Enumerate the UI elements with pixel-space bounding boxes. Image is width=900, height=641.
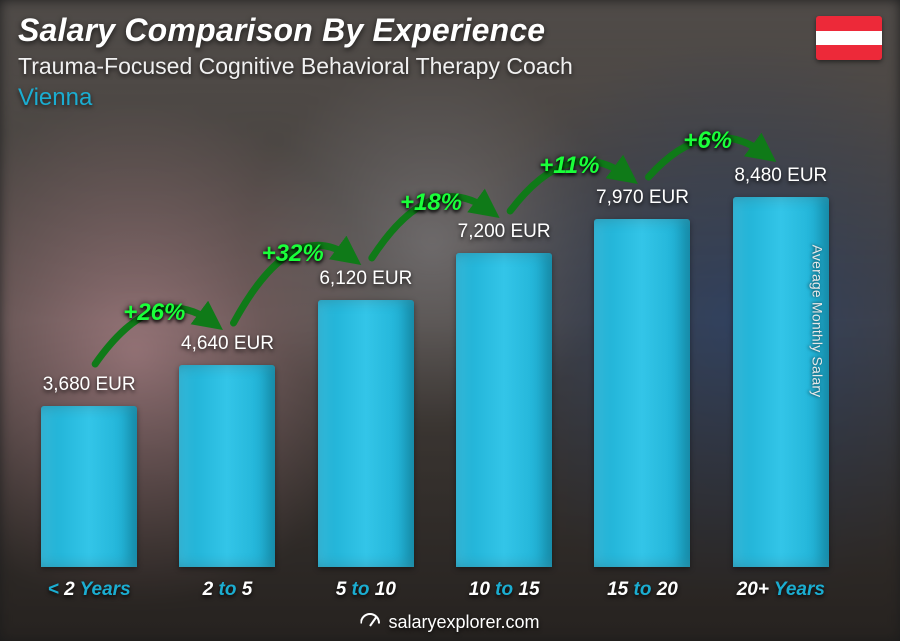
bar-column: 7,200 EUR [435, 221, 573, 567]
chart-container: Salary Comparison By Experience Trauma-F… [0, 0, 900, 641]
x-axis-label: 10 to 15 [435, 579, 573, 601]
bar [41, 406, 137, 567]
bar-value-label: 6,120 EUR [319, 268, 412, 290]
bar-column: 7,970 EUR [573, 187, 711, 567]
page-subtitle: Trauma-Focused Cognitive Behavioral Ther… [18, 53, 810, 80]
bar [318, 300, 414, 567]
salaryexplorer-logo-icon [360, 613, 380, 633]
x-axis-label: 15 to 20 [573, 579, 711, 601]
bar-value-label: 4,640 EUR [181, 333, 274, 355]
bar-value-label: 8,480 EUR [734, 165, 827, 187]
bar-column: 3,680 EUR [20, 374, 158, 567]
bar-value-label: 7,200 EUR [458, 221, 551, 243]
flag-stripe [816, 31, 882, 46]
bar-column: 6,120 EUR [297, 268, 435, 567]
x-axis-label: 5 to 10 [297, 579, 435, 601]
location-label: Vienna [18, 84, 810, 112]
y-axis-title: Average Monthly Salary [810, 244, 826, 397]
x-axis-label: < 2 Years [20, 579, 158, 601]
pct-increase-label: +18% [400, 189, 462, 217]
austria-flag-icon [816, 16, 882, 60]
pct-increase-label: +11% [539, 152, 599, 180]
x-axis-label: 2 to 5 [158, 579, 296, 601]
bar-column: 4,640 EUR [158, 333, 296, 567]
bar [594, 219, 690, 567]
bar-value-label: 7,970 EUR [596, 187, 689, 209]
header: Salary Comparison By Experience Trauma-F… [18, 12, 810, 112]
bar [456, 253, 552, 567]
page-title: Salary Comparison By Experience [18, 12, 810, 49]
flag-stripe [816, 16, 882, 31]
pct-increase-label: +26% [123, 299, 185, 327]
x-axis-label: 20+ Years [712, 579, 850, 601]
pct-increase-label: +6% [683, 127, 732, 155]
flag-stripe [816, 45, 882, 60]
bar-column: 8,480 EUR [712, 165, 850, 567]
footer: salaryexplorer.com [0, 612, 900, 633]
footer-text: salaryexplorer.com [388, 612, 539, 633]
bar-value-label: 3,680 EUR [43, 374, 136, 396]
x-axis-labels: < 2 Years2 to 55 to 1010 to 1515 to 2020… [20, 579, 850, 601]
bar [179, 365, 275, 567]
pct-increase-label: +32% [262, 240, 324, 268]
